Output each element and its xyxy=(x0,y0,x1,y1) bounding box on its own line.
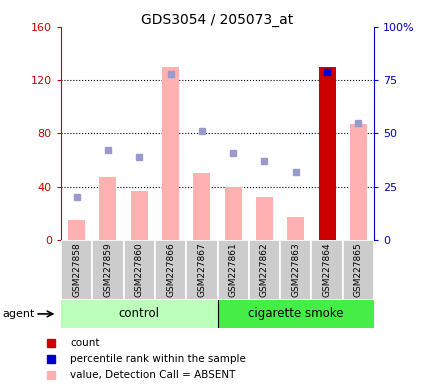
Bar xyxy=(217,240,248,300)
Bar xyxy=(349,124,366,240)
Bar xyxy=(286,217,304,240)
Text: GSM227861: GSM227861 xyxy=(228,242,237,297)
Text: GSM227863: GSM227863 xyxy=(291,242,299,297)
Bar xyxy=(161,67,179,240)
Text: GDS3054 / 205073_at: GDS3054 / 205073_at xyxy=(141,13,293,27)
Text: cigarette smoke: cigarette smoke xyxy=(247,308,343,320)
Bar xyxy=(155,240,186,300)
Bar xyxy=(92,240,123,300)
Bar xyxy=(318,67,335,240)
Text: GSM227860: GSM227860 xyxy=(135,242,143,297)
Text: GSM227859: GSM227859 xyxy=(103,242,112,297)
Bar xyxy=(255,197,273,240)
Text: percentile rank within the sample: percentile rank within the sample xyxy=(70,354,246,364)
Bar xyxy=(248,240,279,300)
Bar xyxy=(217,300,373,328)
Text: GSM227867: GSM227867 xyxy=(197,242,206,297)
Bar xyxy=(186,240,217,300)
Bar xyxy=(311,240,342,300)
Text: GSM227864: GSM227864 xyxy=(322,242,331,297)
Text: GSM227858: GSM227858 xyxy=(72,242,81,297)
Text: control: control xyxy=(118,308,159,320)
Bar xyxy=(61,300,217,328)
Bar xyxy=(279,240,311,300)
Bar xyxy=(130,191,148,240)
Bar xyxy=(193,174,210,240)
Text: GSM227862: GSM227862 xyxy=(260,242,268,297)
Text: count: count xyxy=(70,338,99,348)
Bar xyxy=(342,240,373,300)
Text: agent: agent xyxy=(2,309,34,319)
Bar xyxy=(123,240,155,300)
Bar xyxy=(99,177,116,240)
Text: value, Detection Call = ABSENT: value, Detection Call = ABSENT xyxy=(70,370,235,380)
Text: GSM227866: GSM227866 xyxy=(166,242,174,297)
Bar xyxy=(224,187,241,240)
Bar xyxy=(68,220,85,240)
Bar xyxy=(61,240,92,300)
Text: GSM227865: GSM227865 xyxy=(353,242,362,297)
